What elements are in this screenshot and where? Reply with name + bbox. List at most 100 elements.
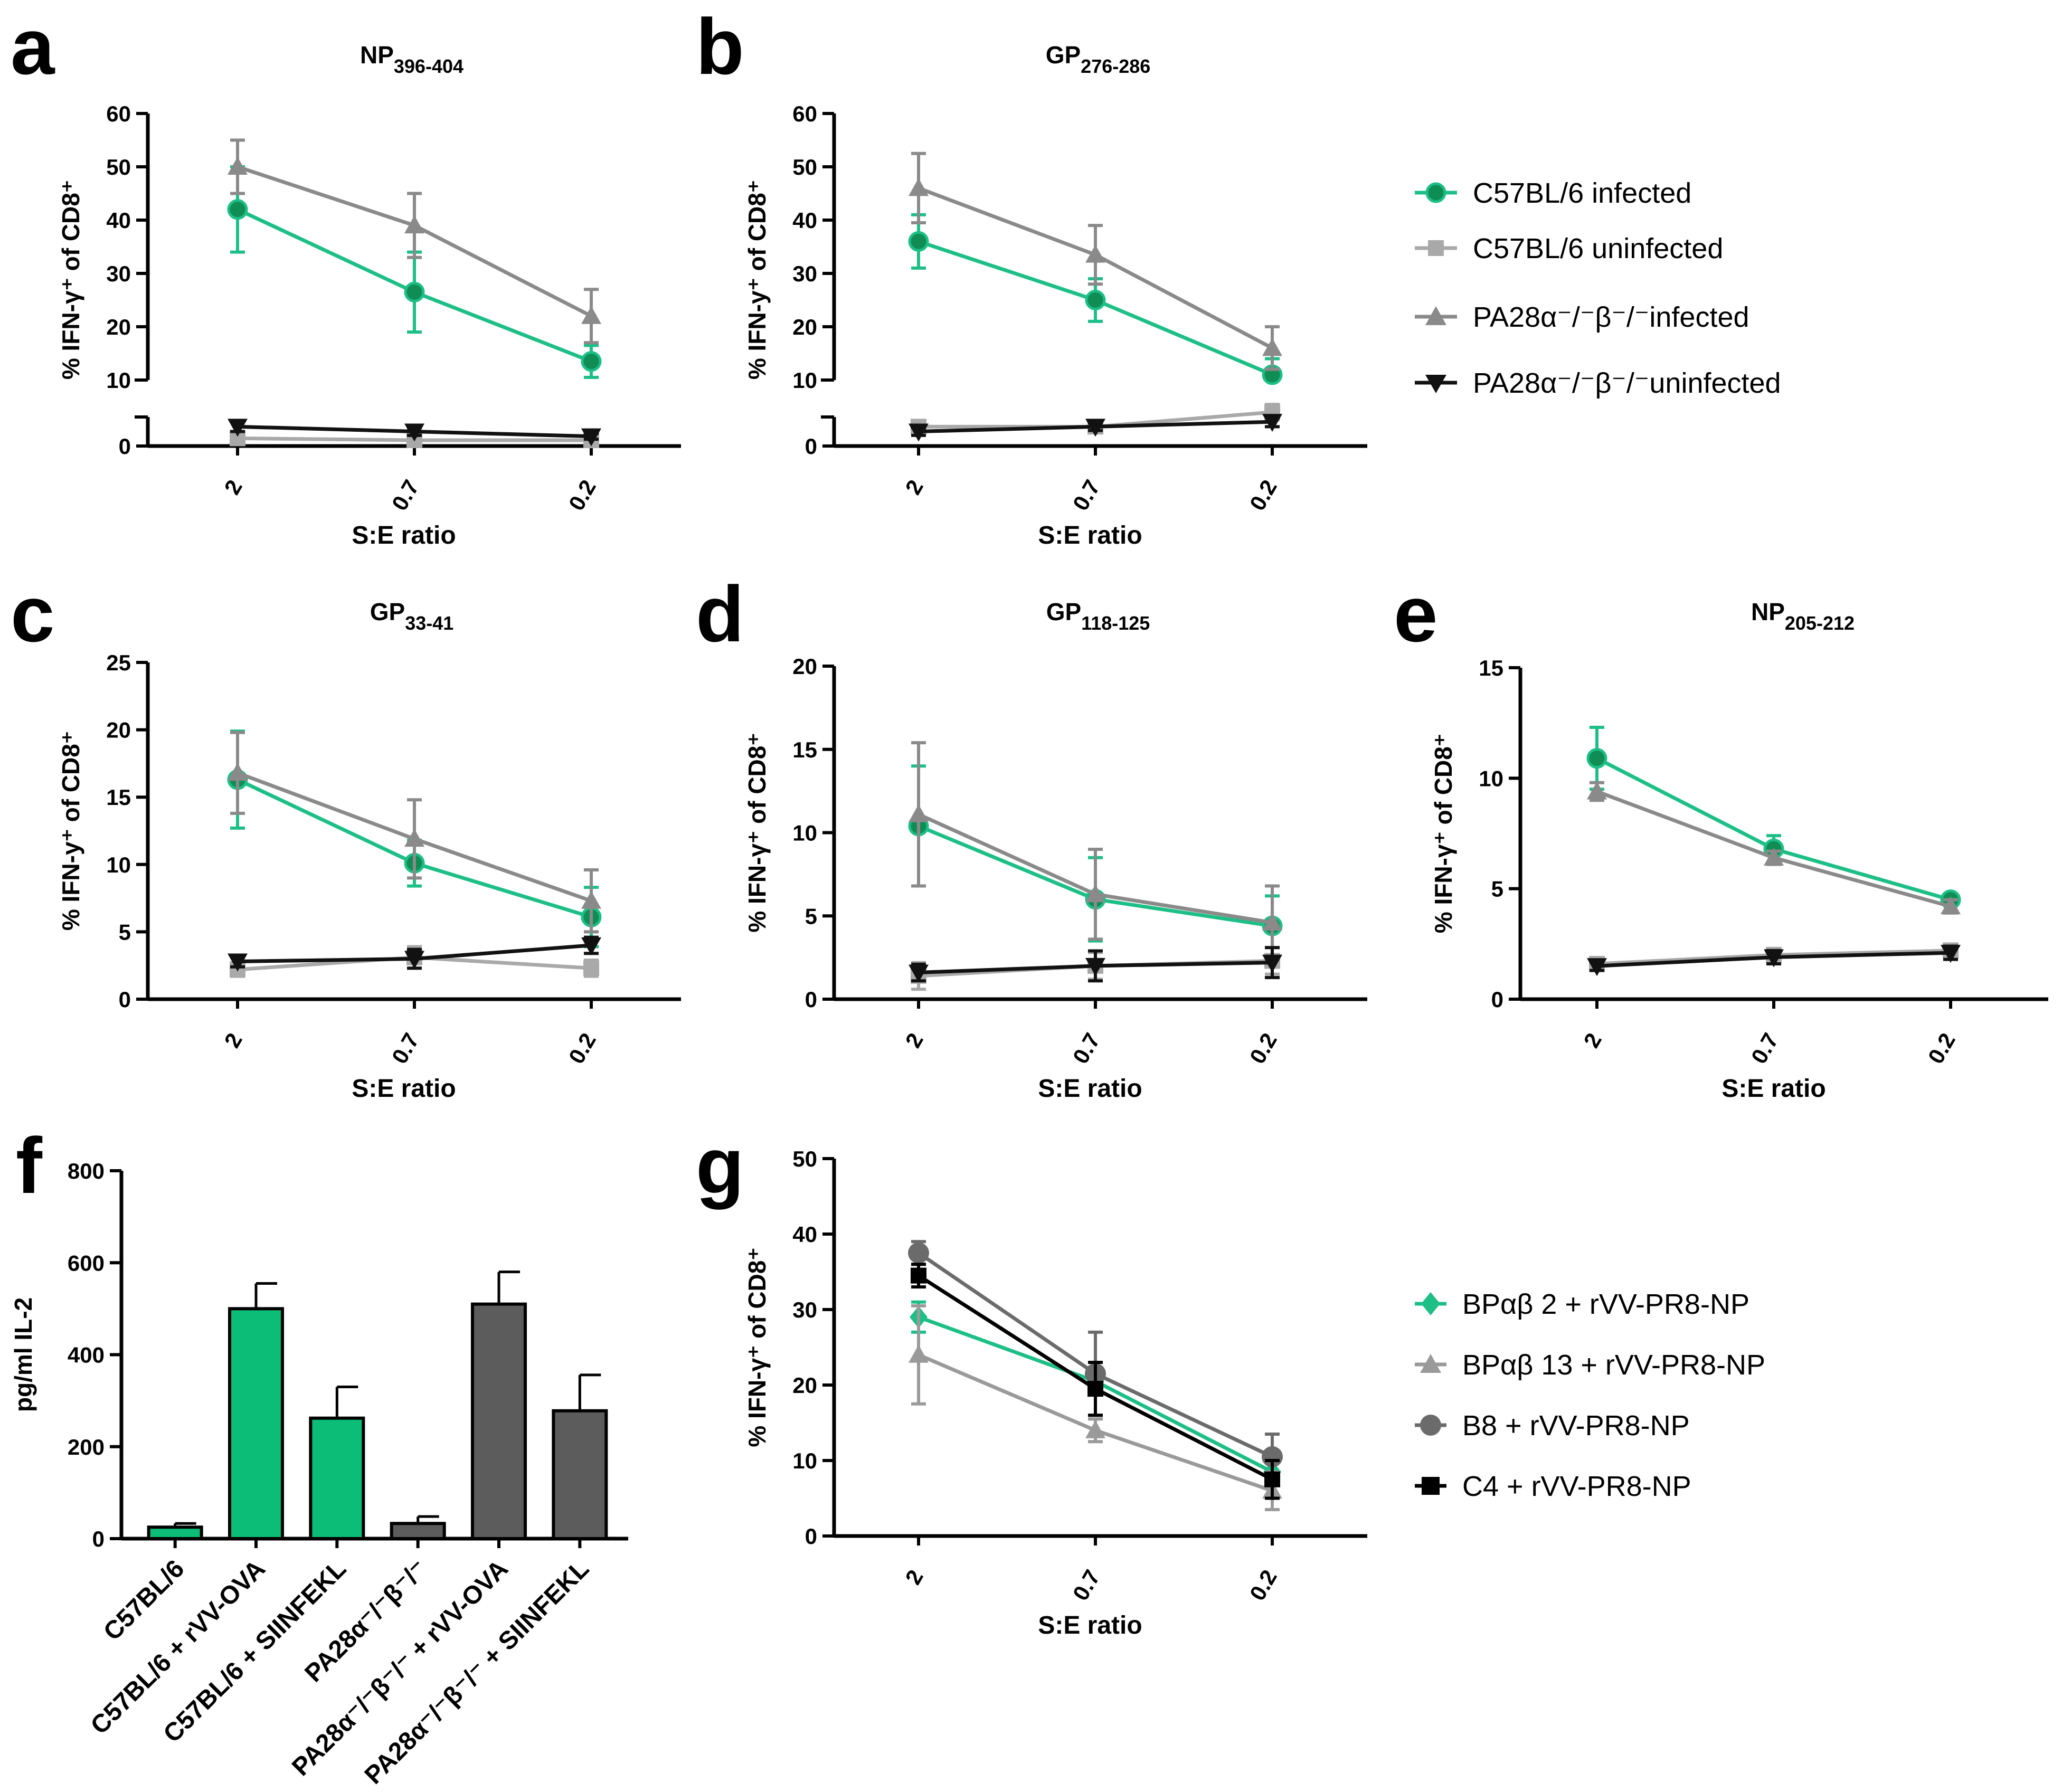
data-point [404, 423, 424, 442]
series-line [1596, 756, 1951, 902]
data-point [909, 1344, 929, 1363]
panel-b: GP276-286 0 10 20 30 40 50 60 2 0.7 0.2 S:E ratio % … [743, 41, 1367, 549]
y-tick-label: 50 [106, 155, 131, 179]
x-tick-label: 0.7 [387, 1029, 424, 1068]
y-tick-label: 10 [106, 852, 131, 877]
series-pa28-uninfected [228, 419, 601, 447]
data-point [581, 306, 601, 324]
y-tick-label: 0 [805, 1524, 817, 1549]
panel-title: GP276-286 [1046, 41, 1151, 77]
panel-letter-a: a [11, 2, 55, 91]
data-point [1764, 848, 1784, 866]
panel-c: GP33-41 0 5 10 15 20 25 2 0.7 0.2 S:E ratio % IFN-y… [57, 598, 681, 1103]
panel-title: GP118-125 [1046, 598, 1150, 634]
data-point [1085, 290, 1106, 310]
y-tick-label: 40 [106, 208, 131, 233]
data-point [909, 423, 929, 442]
data-point [404, 281, 425, 302]
x-tick-label: 0.7 [1068, 476, 1105, 515]
panel-letter-b: b [696, 2, 744, 91]
bar [147, 1525, 203, 1540]
series-c57bl-6-infected [227, 165, 602, 379]
legend-item-bpab2: BPαβ 2 + rVV-PR8-NP [1415, 1288, 1749, 1320]
series-c57bl-6-infected [1586, 726, 1961, 911]
y-tick-label: 20 [792, 1373, 817, 1398]
bar [309, 1416, 365, 1540]
legend-item-pa28-uninfected: PA28α⁻/⁻β⁻/⁻uninfected [1415, 367, 1781, 399]
legend-label-c57-uninfected: C57BL/6 uninfected [1473, 233, 1723, 264]
x-axis-label: S:E ratio [1038, 522, 1142, 549]
data-point [909, 178, 929, 196]
series-c4-rvv-pr8-np [911, 1263, 1280, 1500]
y-tick-label: 800 [68, 1159, 105, 1183]
legend-label-bpab13: BPαβ 13 + rVV-PR8-NP [1462, 1349, 1765, 1381]
data-point [581, 937, 601, 955]
data-point [1085, 244, 1105, 263]
y-axis-label: % IFN-γ⁺ of CD8⁺ [743, 1247, 771, 1447]
y-tick-label: 0 [92, 1526, 105, 1551]
data-point [1085, 884, 1105, 903]
data-point [1587, 781, 1607, 800]
legend-label-bpab2: BPαβ 2 + rVV-PR8-NP [1462, 1288, 1749, 1320]
panel-letter-c: c [11, 570, 54, 658]
x-tick-label: 2 [900, 1566, 928, 1589]
x-axis-label: S:E ratio [352, 522, 456, 549]
data-point [1587, 958, 1607, 976]
y-tick-label: 50 [792, 1146, 817, 1171]
data-point [1085, 1420, 1105, 1438]
panel-title: GP33-41 [370, 598, 454, 634]
series-pa28-uninfected [228, 935, 601, 972]
y-tick-label: 60 [106, 101, 131, 126]
legend-top: C57BL/6 infected C57BL/6 uninfected PA28… [1415, 177, 1781, 399]
y-tick-label: 5 [1491, 877, 1503, 902]
data-point [227, 199, 248, 220]
y-tick-label: 40 [792, 1222, 817, 1247]
legend-label-pa28-uninfected: PA28α⁻/⁻β⁻/⁻uninfected [1473, 367, 1781, 399]
panel-title-main: NP [360, 41, 394, 69]
panel-title-subscript: 276-286 [1081, 55, 1150, 77]
y-tick-label: 30 [106, 261, 131, 286]
bar [228, 1307, 284, 1540]
panel-letter-e: e [1394, 570, 1437, 658]
y-tick-label: 5 [119, 919, 131, 944]
data-point [1087, 1381, 1103, 1397]
y-tick-label: 10 [792, 1448, 817, 1473]
data-point [228, 157, 248, 175]
legend-label-c4: C4 + rVV-PR8-NP [1462, 1471, 1691, 1502]
x-tick-label: 2 [900, 1029, 928, 1052]
x-tick-label: 0.7 [1746, 1029, 1783, 1068]
data-point [1764, 949, 1784, 968]
legend-marker-circle [1425, 182, 1446, 203]
x-tick-label: 0.7 [1068, 1566, 1105, 1605]
legend-marker-triangle [1425, 306, 1446, 325]
y-tick-label: 20 [792, 654, 817, 679]
data-point [1941, 896, 1961, 915]
y-tick-label: 15 [792, 737, 817, 762]
panel-title-main: NP [1751, 598, 1785, 625]
data-point [583, 960, 599, 976]
data-point [1262, 414, 1282, 432]
series-b8-rvv-pr8-np [908, 1240, 1283, 1481]
data-point [581, 351, 602, 372]
series-pa28-uninfected [909, 946, 1282, 983]
y-tick-label: 0 [119, 987, 131, 1012]
y-tick-label: 50 [792, 155, 817, 179]
y-tick-label: 15 [106, 785, 131, 810]
x-axis-label: S:E ratio [1722, 1075, 1825, 1103]
y-tick-label: 30 [792, 1297, 817, 1322]
legend-item-pa28-infected: PA28α⁻/⁻β⁻/⁻infected [1415, 301, 1749, 333]
data-point [228, 763, 248, 781]
y-tick-label: 10 [792, 368, 817, 393]
panel-letter-d: d [696, 570, 744, 658]
y-tick-label: 0 [805, 434, 817, 459]
data-point [581, 428, 601, 447]
x-tick-label: 2 [900, 476, 928, 499]
legend-marker-square [1422, 1477, 1440, 1495]
data-point [404, 829, 424, 847]
x-axis-label: S:E ratio [1038, 1611, 1142, 1639]
legend-item-c57-uninfected: C57BL/6 uninfected [1415, 233, 1723, 264]
data-point [908, 231, 929, 252]
y-tick-label: 20 [792, 315, 817, 339]
panel-title-main: GP [370, 598, 405, 625]
